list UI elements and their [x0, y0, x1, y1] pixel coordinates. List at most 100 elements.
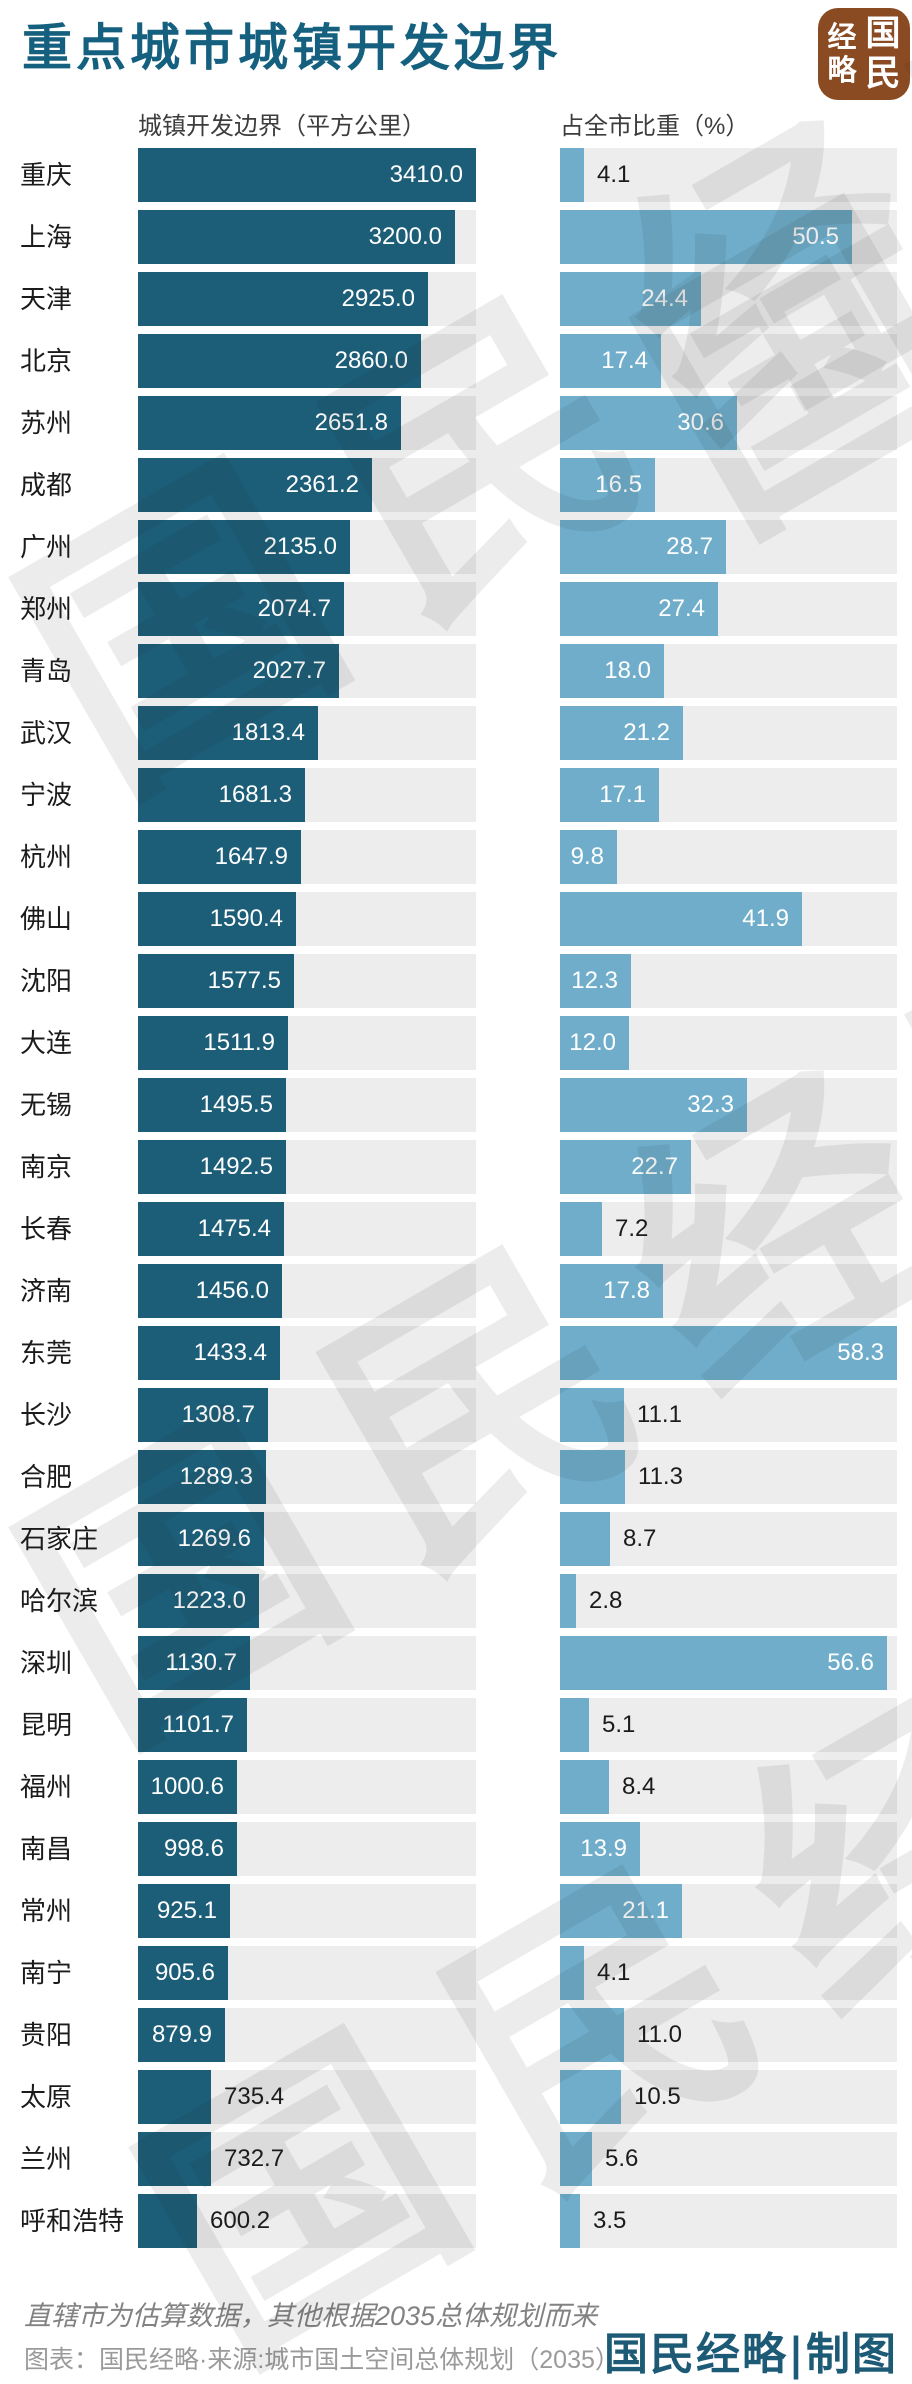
area-bar-track: 735.4 [138, 2070, 476, 2124]
area-bar-track: 732.7 [138, 2132, 476, 2186]
area-bar [138, 582, 344, 636]
city-label: 贵阳 [20, 2020, 73, 2050]
chart-row: 东莞 1433.4 58.3 [0, 1326, 912, 1380]
area-bar-track: 3200.0 [138, 210, 476, 264]
logo-column-left: 经 略 [827, 19, 857, 88]
percent-bar [560, 1512, 610, 1566]
percent-bar [560, 458, 655, 512]
area-bar-track: 1511.9 [138, 1016, 476, 1070]
percent-bar [560, 272, 701, 326]
area-bar [138, 334, 421, 388]
value-label: 1456.0 [195, 1277, 269, 1304]
source-line: 图表：国民经略·来源:城市国土空间总体规划（2035） [24, 2346, 620, 2374]
area-bar-track: 1289.3 [138, 1450, 476, 1504]
percent-bar-track: 3.5 [560, 2194, 897, 2248]
area-bar-track: 1813.4 [138, 706, 476, 760]
percent-bar-track: 2.8 [560, 1574, 897, 1628]
percent-bar-track: 11.3 [560, 1450, 897, 1504]
chart-row: 贵阳 879.9 11.0 [0, 2008, 912, 2062]
value-label: 998.6 [163, 1835, 224, 1862]
value-label: 2.8 [589, 1587, 623, 1614]
percent-bar [560, 1202, 602, 1256]
logo-char: 国 [865, 12, 901, 54]
area-bar-track: 2027.7 [138, 644, 476, 698]
area-bar-track: 2361.2 [138, 458, 476, 512]
value-label: 1590.4 [209, 905, 283, 932]
percent-bar-track: 5.1 [560, 1698, 897, 1752]
percent-bar-track: 17.8 [560, 1264, 897, 1318]
area-bar [138, 520, 350, 574]
page-title: 重点城市城镇开发边界 [22, 20, 562, 76]
chart-row: 天津 2925.0 24.4 [0, 272, 912, 326]
city-label: 沈阳 [20, 966, 73, 996]
chart-row: 广州 2135.0 28.7 [0, 520, 912, 574]
value-label: 600.2 [210, 2207, 271, 2234]
percent-bar [560, 644, 664, 698]
area-bar-track: 2860.0 [138, 334, 476, 388]
chart-row: 无锡 1495.5 32.3 [0, 1078, 912, 1132]
value-label: 1223.0 [172, 1587, 246, 1614]
city-label: 宁波 [20, 780, 73, 810]
percent-bar [560, 148, 584, 202]
area-bar [138, 1698, 247, 1752]
area-bar [138, 954, 294, 1008]
value-label: 732.7 [224, 2145, 285, 2172]
city-label: 北京 [20, 346, 73, 376]
area-bar [138, 1884, 230, 1938]
area-bar-track: 2925.0 [138, 272, 476, 326]
percent-bar-track: 27.4 [560, 582, 897, 636]
area-bar [138, 1636, 250, 1690]
column-header-area: 城镇开发边界（平方公里） [138, 113, 426, 140]
value-label: 50.5 [792, 223, 839, 250]
city-label: 哈尔滨 [20, 1586, 99, 1616]
percent-bar [560, 1016, 629, 1070]
value-label: 11.0 [637, 2021, 682, 2048]
area-bar [138, 1512, 264, 1566]
percent-bar [560, 520, 726, 574]
value-label: 4.1 [597, 1959, 631, 1986]
percent-bar [560, 1822, 640, 1876]
chart-row: 石家庄 1269.6 8.7 [0, 1512, 912, 1566]
percent-bar [560, 1884, 682, 1938]
city-label: 常州 [20, 1896, 73, 1926]
city-label: 大连 [20, 1028, 73, 1058]
logo-char: 经 [827, 19, 857, 54]
city-label: 济南 [20, 1276, 73, 1306]
value-label: 1130.7 [165, 1649, 237, 1676]
percent-bar [560, 2070, 621, 2124]
percent-bar-track: 12.3 [560, 954, 897, 1008]
value-label: 1269.6 [177, 1525, 251, 1552]
value-label: 27.4 [658, 595, 705, 622]
value-label: 21.2 [623, 719, 670, 746]
percent-bar-track: 8.7 [560, 1512, 897, 1566]
chart-row: 沈阳 1577.5 12.3 [0, 954, 912, 1008]
area-bar [138, 1574, 259, 1628]
value-label: 13.9 [580, 1835, 627, 1862]
chart-row: 北京 2860.0 17.4 [0, 334, 912, 388]
area-bar-track: 998.6 [138, 1822, 476, 1876]
percent-bar [560, 1574, 576, 1628]
city-label: 上海 [20, 222, 73, 252]
value-label: 1101.7 [162, 1711, 234, 1738]
value-label: 11.3 [638, 1463, 683, 1490]
percent-bar-track: 10.5 [560, 2070, 897, 2124]
value-label: 58.3 [837, 1339, 884, 1366]
value-label: 8.4 [622, 1773, 656, 1800]
area-bar-track: 1577.5 [138, 954, 476, 1008]
area-bar [138, 1078, 286, 1132]
value-label: 16.5 [595, 471, 642, 498]
area-bar-track: 1130.7 [138, 1636, 476, 1690]
city-label: 兰州 [20, 2144, 73, 2174]
percent-bar [560, 1078, 747, 1132]
value-label: 17.1 [599, 781, 646, 808]
value-label: 28.7 [666, 533, 713, 560]
percent-bar-track: 17.4 [560, 334, 897, 388]
chart-row: 南昌 998.6 13.9 [0, 1822, 912, 1876]
chart-row: 济南 1456.0 17.8 [0, 1264, 912, 1318]
chart-row: 哈尔滨 1223.0 2.8 [0, 1574, 912, 1628]
city-label: 佛山 [20, 904, 73, 934]
percent-bar [560, 334, 661, 388]
percent-bar-track: 32.3 [560, 1078, 897, 1132]
area-bar-track: 879.9 [138, 2008, 476, 2062]
value-label: 17.8 [603, 1277, 650, 1304]
